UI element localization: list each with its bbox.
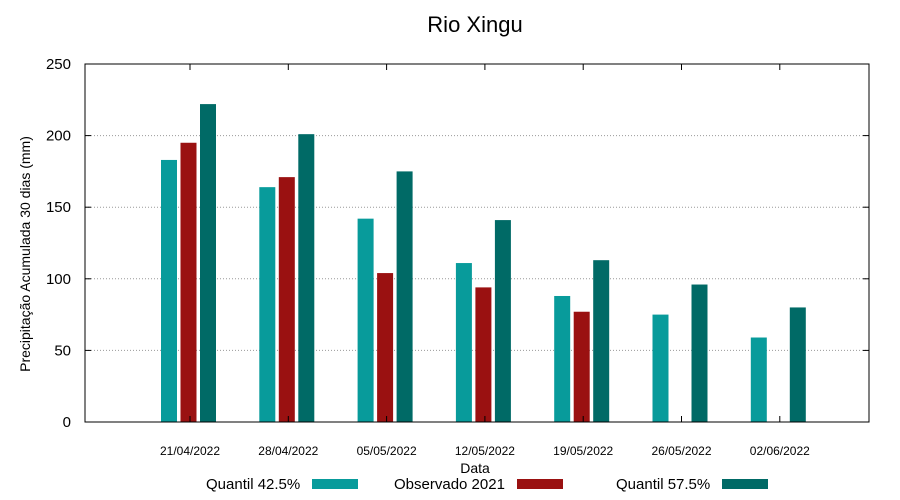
bar xyxy=(691,284,708,422)
legend-swatch xyxy=(722,479,769,489)
legend-item-observado: Observado 2021 xyxy=(394,474,563,494)
bar xyxy=(750,337,767,422)
bars xyxy=(161,104,806,422)
bar xyxy=(573,311,590,422)
bar xyxy=(554,295,571,422)
bar xyxy=(652,314,669,422)
bar xyxy=(377,273,394,422)
y-tick-label: 250 xyxy=(46,56,71,73)
legend-swatch xyxy=(312,479,359,489)
y-tick-label: 100 xyxy=(46,271,71,288)
bar xyxy=(593,260,610,422)
plot-frame xyxy=(84,63,870,423)
x-tick-label: 28/04/2022 xyxy=(258,444,318,458)
legend-label: Quantil 57.5% xyxy=(616,475,711,493)
x-tick-label: 21/04/2022 xyxy=(160,444,220,458)
bar xyxy=(298,134,315,422)
bar xyxy=(357,218,374,422)
legend-label: Quantil 42.5% xyxy=(206,475,301,493)
bar xyxy=(494,220,511,422)
bar xyxy=(161,159,177,422)
x-tick-label: 19/05/2022 xyxy=(553,444,613,458)
y-tick-label: 150 xyxy=(46,199,71,216)
x-tick-label: 05/05/2022 xyxy=(357,444,417,458)
bar xyxy=(455,263,472,422)
x-axis: 21/04/2022 28/04/2022 05/05/2022 12/05/2022… xyxy=(160,64,810,458)
legend-label: Observado 2021 xyxy=(394,475,505,493)
bar xyxy=(278,177,295,422)
legend: Quantil 42.5% Observado 2021 Quantil 57.… xyxy=(0,474,900,496)
x-tick-label: 02/06/2022 xyxy=(750,444,810,458)
bar xyxy=(789,307,806,422)
y-tick-label: 0 xyxy=(63,414,71,431)
legend-swatch xyxy=(516,479,563,489)
bar xyxy=(200,104,216,422)
bar xyxy=(259,187,276,422)
y-axis-label: Precipitação Acumulada 30 dias (mm) xyxy=(17,136,33,372)
bar xyxy=(475,287,492,422)
y-tick-label: 200 xyxy=(46,128,71,145)
x-axis-label: Data xyxy=(460,460,490,476)
bar xyxy=(396,171,413,422)
chart-title: Rio Xingu xyxy=(427,12,522,37)
x-tick-label: 26/05/2022 xyxy=(651,444,711,458)
y-axis: 0 50 100 150 200 250 xyxy=(46,56,869,431)
y-tick-label: 50 xyxy=(54,342,71,359)
legend-item-quantil-42: Quantil 42.5% xyxy=(206,474,359,494)
legend-item-quantil-57: Quantil 57.5% xyxy=(616,474,769,494)
bar xyxy=(180,142,197,422)
x-tick-label: 12/05/2022 xyxy=(455,444,515,458)
